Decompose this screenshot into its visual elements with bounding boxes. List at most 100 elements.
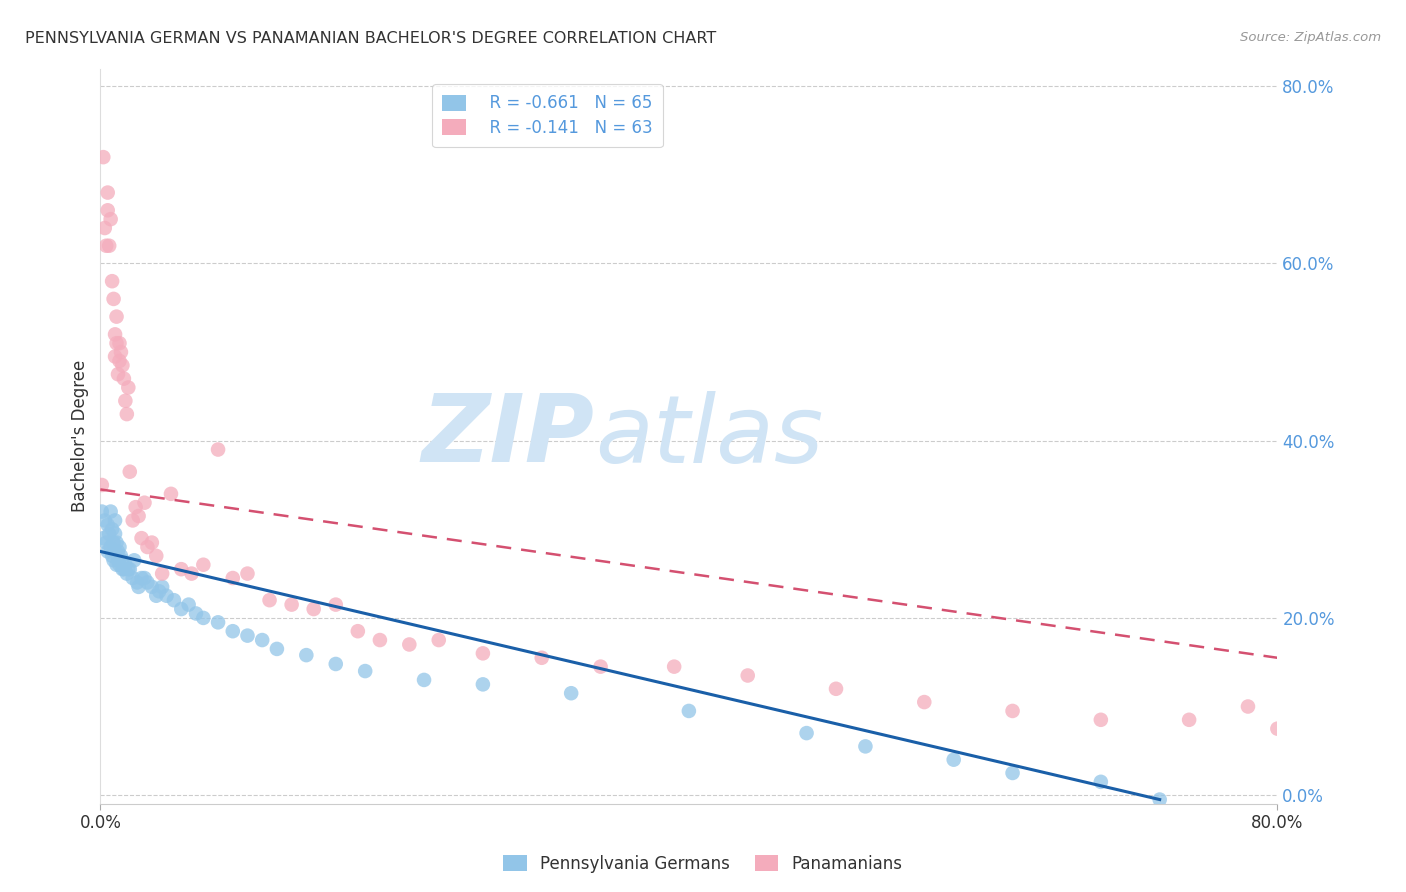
Y-axis label: Bachelor's Degree: Bachelor's Degree	[72, 360, 89, 512]
Point	[96, 238, 118, 252]
Point	[1001, 766, 1024, 780]
Point	[825, 681, 848, 696]
Point	[131, 531, 153, 545]
Point	[103, 535, 125, 549]
Point	[471, 677, 494, 691]
Point	[737, 668, 759, 682]
Point	[145, 549, 167, 563]
Legend:   R = -0.661   N = 65,   R = -0.141   N = 63: R = -0.661 N = 65, R = -0.141 N = 63	[433, 84, 662, 147]
Point	[117, 380, 139, 394]
Point	[105, 336, 128, 351]
Point	[150, 566, 173, 581]
Point	[104, 327, 127, 342]
Point	[250, 633, 273, 648]
Point	[121, 571, 143, 585]
Point	[236, 629, 259, 643]
Point	[108, 540, 131, 554]
Point	[589, 659, 612, 673]
Point	[678, 704, 700, 718]
Point	[121, 513, 143, 527]
Point	[117, 562, 139, 576]
Point	[105, 558, 128, 572]
Point	[112, 562, 135, 576]
Point	[471, 646, 494, 660]
Point	[413, 673, 436, 687]
Point	[111, 359, 134, 373]
Point	[912, 695, 935, 709]
Point	[1237, 699, 1260, 714]
Point	[110, 345, 132, 359]
Point	[1310, 739, 1333, 754]
Point	[90, 478, 112, 492]
Point	[104, 350, 127, 364]
Point	[280, 598, 302, 612]
Point	[101, 549, 124, 563]
Point	[101, 274, 124, 288]
Point	[560, 686, 582, 700]
Point	[170, 602, 193, 616]
Point	[136, 575, 159, 590]
Point	[131, 571, 153, 585]
Point	[155, 589, 177, 603]
Point	[427, 633, 450, 648]
Point	[115, 566, 138, 581]
Point	[94, 221, 117, 235]
Point	[97, 544, 120, 558]
Point	[104, 544, 127, 558]
Point	[105, 310, 128, 324]
Point	[96, 535, 118, 549]
Point	[236, 566, 259, 581]
Point	[184, 607, 207, 621]
Point	[127, 575, 149, 590]
Point	[398, 638, 420, 652]
Point	[150, 580, 173, 594]
Point	[111, 553, 134, 567]
Point	[1149, 792, 1171, 806]
Legend: Pennsylvania Germans, Panamanians: Pennsylvania Germans, Panamanians	[496, 848, 910, 880]
Point	[104, 526, 127, 541]
Point	[98, 238, 121, 252]
Point	[108, 336, 131, 351]
Point	[90, 505, 112, 519]
Point	[1090, 774, 1112, 789]
Point	[105, 535, 128, 549]
Point	[347, 624, 370, 639]
Point	[1281, 731, 1303, 745]
Point	[108, 354, 131, 368]
Point	[1295, 735, 1317, 749]
Point	[354, 664, 377, 678]
Point	[91, 150, 114, 164]
Point	[325, 598, 347, 612]
Point	[193, 558, 215, 572]
Point	[222, 571, 245, 585]
Point	[1178, 713, 1201, 727]
Point	[134, 571, 156, 585]
Point	[662, 659, 685, 673]
Point	[100, 505, 122, 519]
Point	[145, 589, 167, 603]
Point	[1267, 722, 1289, 736]
Point	[103, 292, 125, 306]
Point	[942, 753, 965, 767]
Point	[170, 562, 193, 576]
Text: Source: ZipAtlas.com: Source: ZipAtlas.com	[1240, 31, 1381, 45]
Point	[103, 553, 125, 567]
Point	[118, 465, 141, 479]
Point	[100, 540, 122, 554]
Point	[114, 558, 136, 572]
Point	[124, 500, 146, 515]
Point	[107, 368, 129, 382]
Point	[368, 633, 391, 648]
Point	[97, 517, 120, 532]
Point	[1090, 713, 1112, 727]
Point	[110, 549, 132, 563]
Point	[325, 657, 347, 671]
Point	[107, 544, 129, 558]
Point	[122, 553, 145, 567]
Point	[118, 562, 141, 576]
Point	[112, 372, 135, 386]
Point	[302, 602, 325, 616]
Point	[115, 407, 138, 421]
Point	[207, 442, 229, 457]
Point	[207, 615, 229, 630]
